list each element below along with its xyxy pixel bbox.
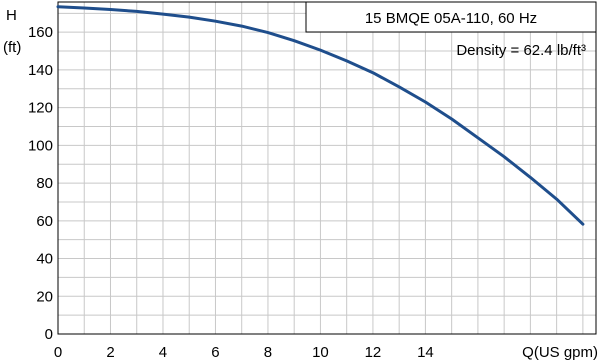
x-tick-labels: 0 2 4 6 8 10 12 14 — [54, 344, 434, 361]
y-axis-label-line2: (ft) — [3, 39, 21, 56]
y-tick-label: 140 — [28, 62, 53, 79]
x-tick-label: 0 — [54, 344, 62, 361]
y-tick-label: 20 — [36, 288, 53, 305]
vertical-gridlines — [83, 2, 584, 334]
x-tick-label: 10 — [312, 344, 329, 361]
title-box — [305, 1, 597, 33]
density-label: Density = 62.4 lb/ft³ — [456, 42, 586, 59]
info-box: 15 BMQE 05A-110, 60 Hz Density = 62.4 lb… — [305, 1, 597, 59]
chart-title: 15 BMQE 05A-110, 60 Hz — [365, 10, 537, 27]
x-tick-label: 8 — [264, 344, 272, 361]
y-tick-label: 80 — [36, 175, 53, 192]
horizontal-gridlines — [58, 12, 596, 316]
x-tick-label: 2 — [106, 344, 114, 361]
y-tick-label: 120 — [28, 100, 53, 117]
y-tick-label: 100 — [28, 137, 53, 154]
series-layer — [56, 5, 585, 226]
x-axis-label: Q(US gpm) — [522, 344, 598, 361]
x-tick-label: 4 — [159, 344, 167, 361]
x-tick-label: 14 — [417, 344, 434, 361]
y-axis-label-line1: H — [6, 7, 17, 24]
y-tick-label: 40 — [36, 251, 53, 268]
series-line — [56, 5, 585, 226]
x-tick-label: 12 — [365, 344, 382, 361]
y-tick-labels: 0 20 40 60 80 100 120 140 160 — [28, 24, 53, 343]
y-tick-label: 60 — [36, 213, 53, 230]
y-tick-label: 160 — [28, 24, 53, 41]
x-tick-label: 6 — [211, 344, 219, 361]
y-tick-label: 0 — [45, 326, 53, 343]
